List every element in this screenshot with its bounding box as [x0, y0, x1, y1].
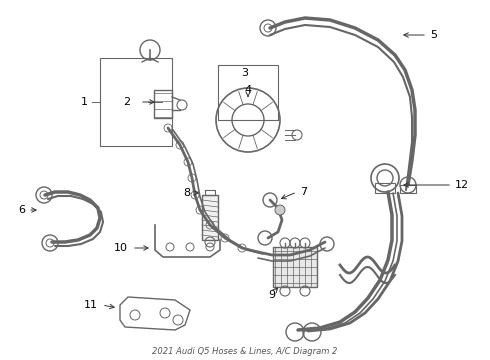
Bar: [100, 58, 172, 146]
Bar: [202, 195, 218, 240]
Bar: [154, 90, 172, 118]
Text: 8: 8: [183, 188, 190, 198]
Bar: [218, 65, 278, 120]
Text: 6: 6: [19, 205, 25, 215]
Text: 12: 12: [455, 180, 469, 190]
Text: 7: 7: [300, 187, 307, 197]
Bar: [400, 185, 416, 193]
Text: 10: 10: [114, 243, 128, 253]
Text: 9: 9: [269, 290, 275, 300]
Text: 4: 4: [245, 85, 251, 95]
Bar: [375, 183, 395, 193]
Bar: [273, 247, 317, 287]
Text: 11: 11: [84, 300, 98, 310]
Text: 2021 Audi Q5 Hoses & Lines, A/C Diagram 2: 2021 Audi Q5 Hoses & Lines, A/C Diagram …: [152, 347, 338, 356]
Text: 5: 5: [430, 30, 437, 40]
Text: 1: 1: [81, 97, 88, 107]
Circle shape: [275, 205, 285, 215]
Text: 3: 3: [242, 68, 248, 78]
Text: 2: 2: [123, 97, 130, 107]
